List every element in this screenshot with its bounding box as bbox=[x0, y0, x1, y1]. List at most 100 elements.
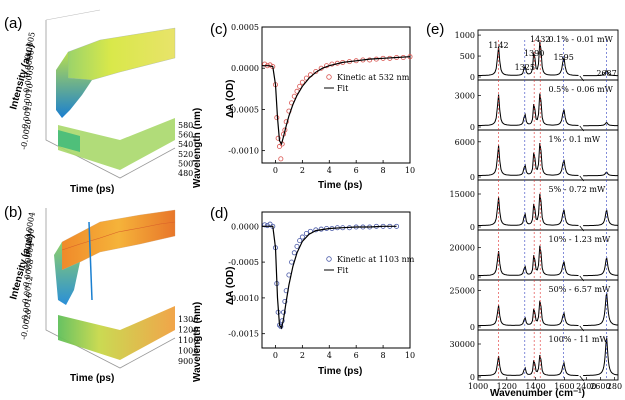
panel-a-box bbox=[45, 20, 176, 179]
panel-a-surface bbox=[67, 27, 176, 81]
panel-d-data-point bbox=[297, 238, 303, 244]
panel-d-data-point bbox=[291, 250, 297, 256]
panel-e-spectrum bbox=[478, 143, 618, 177]
panel-a-wavelength-tick: 580 bbox=[178, 121, 193, 130]
panel-e-spectrum bbox=[478, 93, 618, 127]
panel-a-xlabel: Time (ps) bbox=[70, 184, 114, 195]
panel-e-power-label: 10% - 1.23 mW bbox=[549, 235, 612, 244]
panel-a-label: (a) bbox=[4, 15, 22, 32]
panel-d-legend-fit: Fit bbox=[337, 266, 349, 275]
panel-d-legend: Kinetic at 1103 nm Fit bbox=[324, 255, 415, 275]
panel-e-ytick-label: 500 bbox=[460, 52, 475, 61]
panel-e-xtick-label: 1600 bbox=[554, 382, 574, 391]
panel-a-wavelength-tick: 560 bbox=[178, 131, 193, 140]
panel-c-xtick-label: 0 bbox=[273, 166, 278, 175]
panel-d-data-point bbox=[262, 222, 268, 228]
panel-c-legend-marker bbox=[326, 74, 332, 80]
panel-d-xtick-label: 10 bbox=[405, 351, 415, 360]
panel-d-xtick-label: 0 bbox=[273, 351, 278, 360]
panel-c-data-point bbox=[275, 135, 281, 141]
panel-d: (d) 0 2 4 6 8 10 0.0000 -0.0005 -0.0010 -0.0015 Δ… bbox=[210, 205, 415, 377]
panel-d-xtick-label: 8 bbox=[381, 351, 386, 360]
panel-a-floor-dip bbox=[58, 130, 80, 152]
panel-d-data-point bbox=[282, 298, 288, 304]
panel-e-power-label: 100% - 11 mW bbox=[549, 335, 609, 344]
panel-b-wavelength-tick: 1000 bbox=[178, 347, 198, 356]
panel-e-xtick-label: 2400 bbox=[576, 382, 596, 391]
panel-e: (e) 0 500 1000 0.1% - 0.01 mW 0 3000 0.5% - 0.… bbox=[426, 21, 622, 399]
panel-d-legend-marker bbox=[326, 256, 332, 262]
panel-e-xtick-label: 1400 bbox=[525, 382, 545, 391]
panel-e-ytick-label: 1000 bbox=[455, 31, 475, 40]
panel-a: (a) Intensity (a.u.) Time (ps) Wavelengt… bbox=[4, 9, 203, 195]
panel-e-xtick-label: 280 bbox=[607, 382, 622, 391]
panel-b-box bbox=[45, 208, 176, 369]
panel-e-plot: 0 500 1000 0.1% - 0.01 mW 0 3000 0.5% - 0.06 m… bbox=[450, 29, 622, 391]
panel-e-xtick-label: 1200 bbox=[497, 382, 517, 391]
panel-e-peak-label: 2687 bbox=[596, 69, 616, 78]
panel-a-dip bbox=[56, 52, 92, 118]
panel-a-floor bbox=[58, 118, 175, 170]
panel-e-xtick-label: 1000 bbox=[468, 382, 488, 391]
panel-e-ytick-label: 15000 bbox=[450, 190, 475, 199]
panel-e-power-label: 1% - 0.1 mW bbox=[549, 135, 601, 144]
panel-d-xtick-label: 6 bbox=[354, 351, 359, 360]
panel-a-wavelength-tick: 500 bbox=[178, 159, 193, 168]
panel-d-xlabel: Time (ps) bbox=[318, 366, 362, 377]
panel-e-subplot-frame bbox=[477, 329, 619, 381]
panel-b-label: (b) bbox=[4, 204, 22, 221]
panel-e-power-label: 50% - 6.57 mW bbox=[549, 285, 612, 294]
panel-d-data-point bbox=[299, 234, 305, 240]
panel-c-data-point bbox=[274, 115, 280, 121]
panel-d-xtick-label: 2 bbox=[300, 351, 305, 360]
panel-c-fit-line bbox=[262, 56, 411, 146]
panel-c-xtick-label: 4 bbox=[327, 166, 332, 175]
panel-b-intensity-ticks: 0.00040.0000-0.0004-0.0008-0.0012-0.0016… bbox=[19, 211, 37, 340]
panel-a-wavelength-tick: 480 bbox=[178, 169, 193, 178]
panel-c-data-point bbox=[367, 57, 373, 63]
panel-d-ytick-label: 0.0000 bbox=[231, 222, 259, 231]
panel-a-wavelength-tick: 520 bbox=[178, 150, 193, 159]
panel-c-plot: 0 2 4 6 8 10 0.0005 0.0000 -0.0005 -0.0010 bbox=[228, 23, 415, 175]
panel-d-frame bbox=[261, 211, 411, 349]
panel-e-power-label: 0.5% - 0.06 mW bbox=[549, 85, 614, 94]
panel-b-floor bbox=[58, 306, 175, 360]
panel-e-peak-label: 1390 bbox=[524, 49, 544, 58]
panel-c-ytick-label: 0.0005 bbox=[231, 23, 259, 32]
panel-e-peak-label: 1142 bbox=[488, 41, 508, 50]
panel-b-surface bbox=[61, 209, 176, 271]
panel-e-ytick-label: 30000 bbox=[450, 340, 475, 349]
panel-c-label: (c) bbox=[210, 21, 228, 38]
panel-e-ytick-label: 0 bbox=[470, 223, 475, 232]
panel-b-wavelength-tick: 900 bbox=[178, 357, 193, 366]
panel-c-xlabel: Time (ps) bbox=[318, 180, 362, 191]
panel-d-data-point bbox=[289, 259, 295, 265]
panel-c-ytick-label: -0.0005 bbox=[228, 105, 259, 114]
panel-e-ytick-label: 0 bbox=[470, 73, 475, 82]
panel-d-data-point bbox=[264, 223, 270, 229]
panel-c-legend: Kinetic at 532 nm Fit bbox=[324, 73, 410, 93]
panel-e-ytick-label: 3000 bbox=[455, 92, 475, 101]
panel-c-xtick-label: 2 bbox=[300, 166, 305, 175]
panel-d-xtick-label: 4 bbox=[327, 351, 332, 360]
panel-b: (b) Intensity (a.u.) Time (ps) Wavelengt… bbox=[4, 204, 203, 384]
panel-e-ytick-label: 0 bbox=[470, 373, 475, 382]
panel-d-data-point bbox=[281, 309, 287, 315]
panel-d-ytick-label: -0.0005 bbox=[228, 258, 259, 267]
panel-c-ytick-label: 0.0000 bbox=[231, 64, 259, 73]
panel-e-ytick-label: 0 bbox=[470, 273, 475, 282]
panel-e-spectrum bbox=[477, 245, 619, 277]
panel-c-data-point bbox=[276, 144, 282, 150]
panel-d-plot: 0 2 4 6 8 10 0.0000 -0.0005 -0.0010 -0.0015 bbox=[228, 221, 415, 360]
panel-c-legend-fit: Fit bbox=[337, 84, 349, 93]
panel-a-box-top bbox=[45, 9, 101, 21]
panel-b-wavelength-tick: 1200 bbox=[178, 326, 198, 335]
panel-c-frame bbox=[261, 26, 411, 164]
panel-b-wavelength-tick: 1300 bbox=[178, 315, 198, 324]
panel-e-ytick-label: 25000 bbox=[450, 286, 475, 295]
panel-d-ytick-label: -0.0015 bbox=[228, 330, 259, 339]
panel-c-xtick-label: 8 bbox=[381, 166, 386, 175]
